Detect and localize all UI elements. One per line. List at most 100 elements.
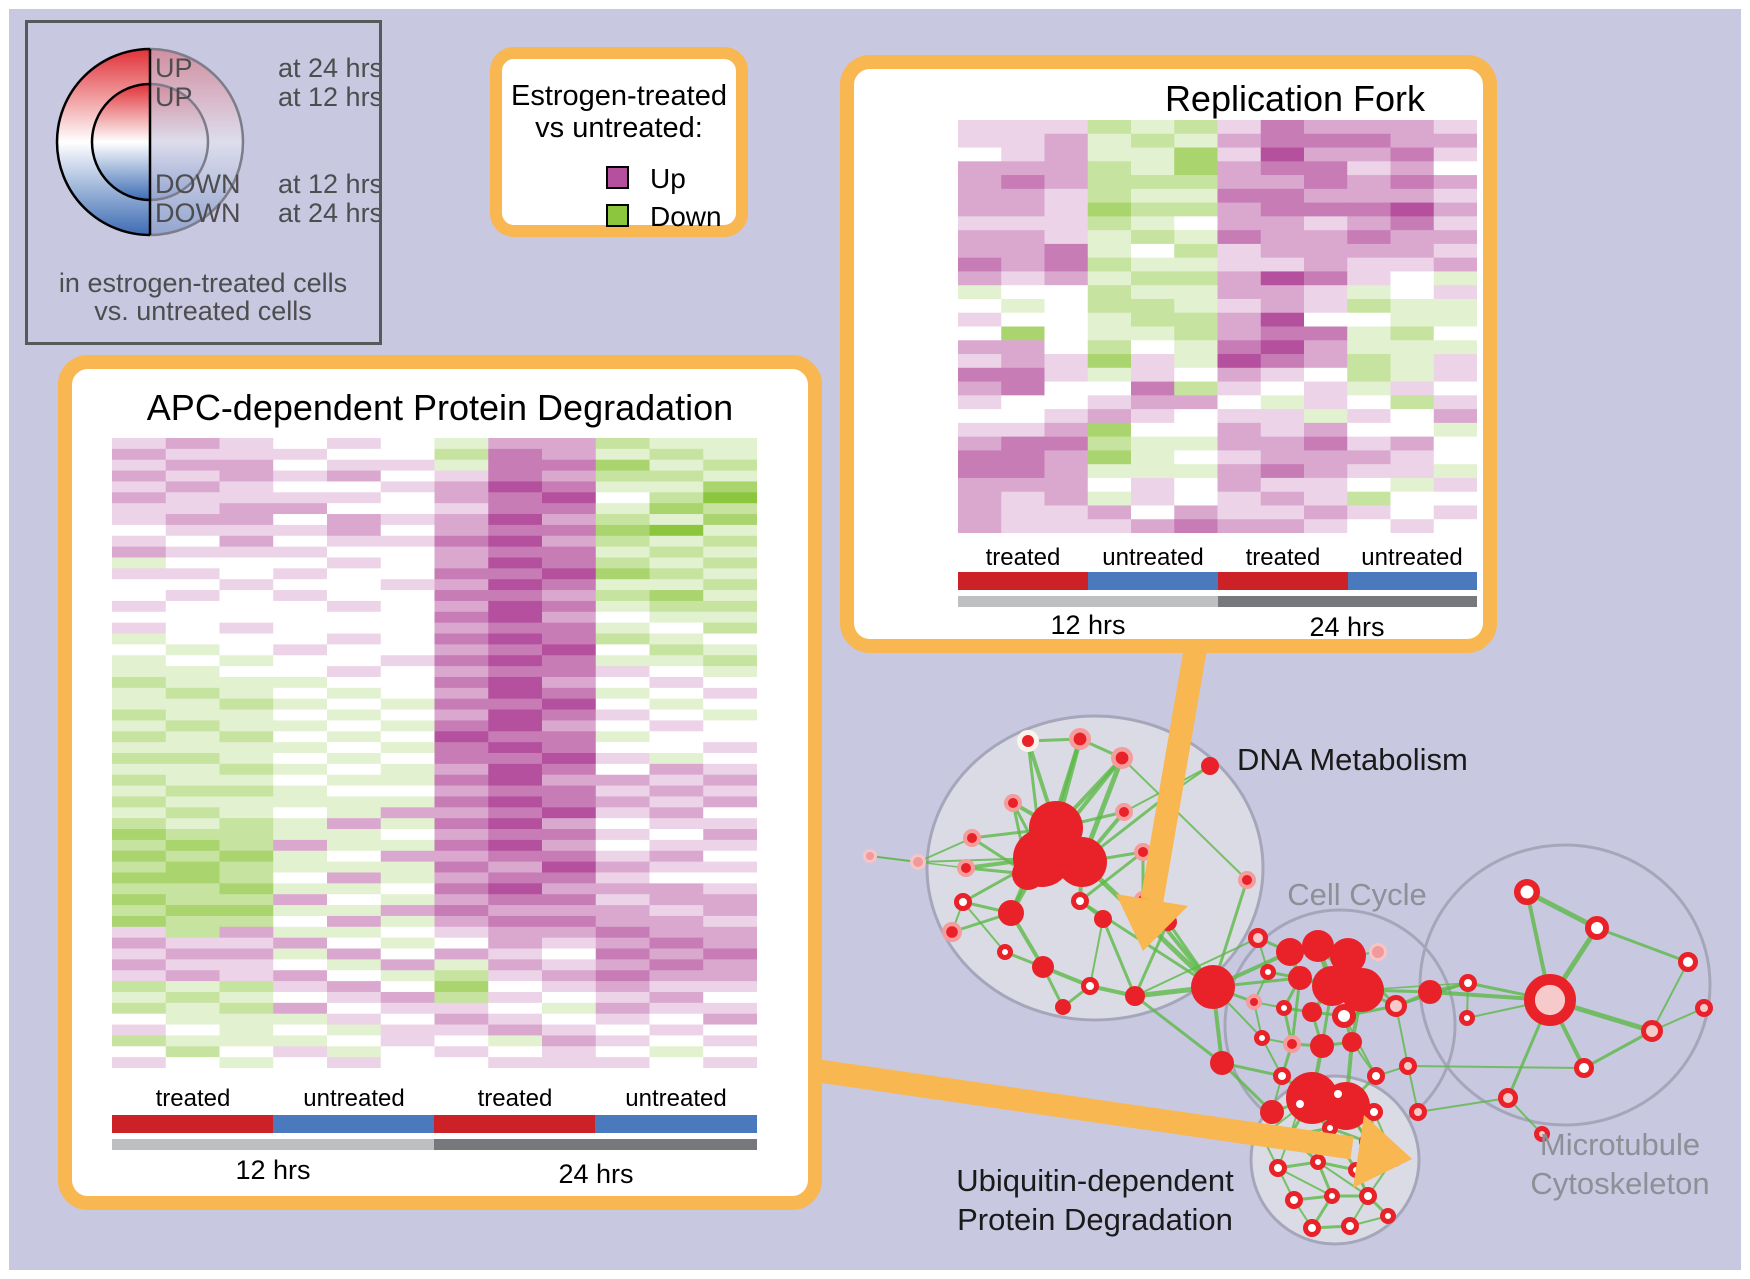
heatmap-cell bbox=[434, 687, 489, 700]
network-edge bbox=[1134, 937, 1259, 997]
heatmap-cell bbox=[112, 1013, 167, 1026]
heatmap-cell bbox=[380, 568, 436, 580]
heatmap-cell bbox=[595, 991, 651, 1004]
heatmap-cell bbox=[219, 894, 274, 906]
heatmap-cell bbox=[649, 666, 704, 678]
heatmap-cell bbox=[595, 709, 651, 722]
heatmap-cell bbox=[1131, 491, 1175, 507]
network-node-rw bbox=[1585, 916, 1609, 940]
heatmap-cell bbox=[434, 492, 489, 504]
heatmap-cell bbox=[1217, 464, 1262, 479]
heatmap-cell bbox=[165, 492, 221, 504]
heatmap-cell bbox=[703, 535, 757, 548]
heatmap-cell bbox=[219, 503, 274, 515]
ring-legend-graphic: UP at 24 hrs UP at 12 hrs DOWN at 12 hrs… bbox=[55, 47, 383, 326]
network-node-rw bbox=[1459, 974, 1477, 992]
heatmap-cell bbox=[595, 839, 651, 852]
heatmap-cell bbox=[165, 937, 221, 950]
heatmap-cell bbox=[1347, 243, 1392, 259]
heatmap-cell bbox=[165, 579, 221, 591]
heatmap-cell bbox=[595, 590, 651, 602]
heatmap-cell bbox=[327, 438, 382, 450]
heatmap-cell bbox=[1087, 243, 1132, 259]
heatmap-cell bbox=[112, 600, 167, 613]
heatmap-cell bbox=[273, 524, 328, 537]
heatmap-cell bbox=[649, 459, 704, 472]
heatmap-cell bbox=[112, 774, 167, 787]
heatmap-cell bbox=[219, 470, 274, 483]
heatmap-cell bbox=[165, 731, 221, 743]
heatmap-cell bbox=[165, 959, 221, 971]
heatmap-cell bbox=[488, 948, 543, 960]
heatmap-cell bbox=[1217, 491, 1262, 507]
heatmap-cell bbox=[488, 492, 543, 504]
heatmap-cell bbox=[327, 600, 382, 613]
heatmap-cell bbox=[380, 1002, 436, 1015]
heatmap-cell bbox=[327, 514, 382, 526]
heatmap-cell bbox=[273, 991, 328, 1004]
heatmap-cell bbox=[273, 611, 328, 624]
heatmap-cell bbox=[434, 590, 489, 602]
network-edge bbox=[1134, 994, 1223, 1065]
heatmap-cell bbox=[1260, 381, 1305, 396]
heatmap-cell bbox=[327, 644, 382, 656]
heatmap-cell bbox=[1390, 257, 1435, 273]
heatmap-cell bbox=[1174, 147, 1219, 162]
apc-panel: APC-dependent Protein Degradation treate… bbox=[58, 355, 822, 1210]
heatmap-cell bbox=[380, 622, 436, 635]
heatmap-cell bbox=[703, 1046, 757, 1058]
heatmap-cell bbox=[488, 611, 543, 624]
heatmap-cell bbox=[1433, 133, 1477, 149]
heatmap-cell bbox=[219, 514, 274, 526]
heatmap-cell bbox=[649, 503, 704, 515]
heatmap-cell bbox=[273, 915, 328, 928]
heatmap-cell bbox=[327, 731, 382, 743]
heatmap-cell bbox=[1433, 464, 1477, 479]
network-node-rw bbox=[1273, 1067, 1291, 1085]
network-edge bbox=[1277, 1167, 1333, 1197]
ring-legend-time-2: at 12 hrs bbox=[278, 82, 379, 112]
heatmap-cell bbox=[1001, 298, 1046, 314]
heatmap-cell bbox=[488, 970, 543, 982]
heatmap-cell bbox=[703, 459, 757, 472]
heatmap-cell bbox=[1131, 147, 1175, 162]
apc-12h-bar bbox=[112, 1139, 434, 1150]
ring-legend-time-4: at 24 hrs bbox=[278, 198, 379, 228]
heatmap-cell bbox=[380, 676, 436, 689]
heatmap-cell bbox=[112, 785, 167, 798]
heatmap-cell bbox=[595, 981, 651, 993]
heatmap-cell bbox=[1260, 519, 1305, 533]
heatmap-cell bbox=[1390, 133, 1435, 149]
heatmap-cell bbox=[542, 839, 597, 852]
heatmap-cell bbox=[1044, 464, 1089, 479]
rf-treated-12h-bar bbox=[958, 572, 1088, 590]
heatmap-cell bbox=[958, 422, 1002, 438]
heatmap-cell bbox=[958, 216, 1002, 231]
heatmap-cell bbox=[703, 731, 757, 743]
heatmap-cell bbox=[380, 535, 436, 548]
heatmap-cell bbox=[1260, 271, 1305, 286]
heatmap-cell bbox=[219, 829, 274, 841]
heatmap-cell bbox=[327, 991, 382, 1004]
heatmap-cell bbox=[595, 600, 651, 613]
heatmap-cell bbox=[327, 970, 382, 982]
heatmap-cell bbox=[112, 720, 167, 732]
network-edge bbox=[1089, 918, 1104, 987]
heatmap-cell bbox=[1217, 120, 1262, 135]
heatmap-cell bbox=[703, 720, 757, 732]
heatmap-cell bbox=[542, 1057, 597, 1068]
heatmap-cell bbox=[327, 981, 382, 993]
heatmap-cell bbox=[327, 1024, 382, 1037]
heatmap-cell bbox=[488, 807, 543, 819]
heatmap-cell bbox=[1131, 120, 1175, 135]
heatmap-cell bbox=[488, 774, 543, 787]
heatmap-cell bbox=[380, 861, 436, 874]
heatmap-cell bbox=[165, 796, 221, 808]
heatmap-cell bbox=[1044, 298, 1089, 314]
heatmap-cell bbox=[1131, 367, 1175, 383]
network-edge bbox=[1651, 961, 1689, 1032]
heatmap-cell bbox=[1433, 381, 1477, 396]
network-node-pw bbox=[1695, 999, 1713, 1017]
heatmap-cell bbox=[649, 785, 704, 798]
